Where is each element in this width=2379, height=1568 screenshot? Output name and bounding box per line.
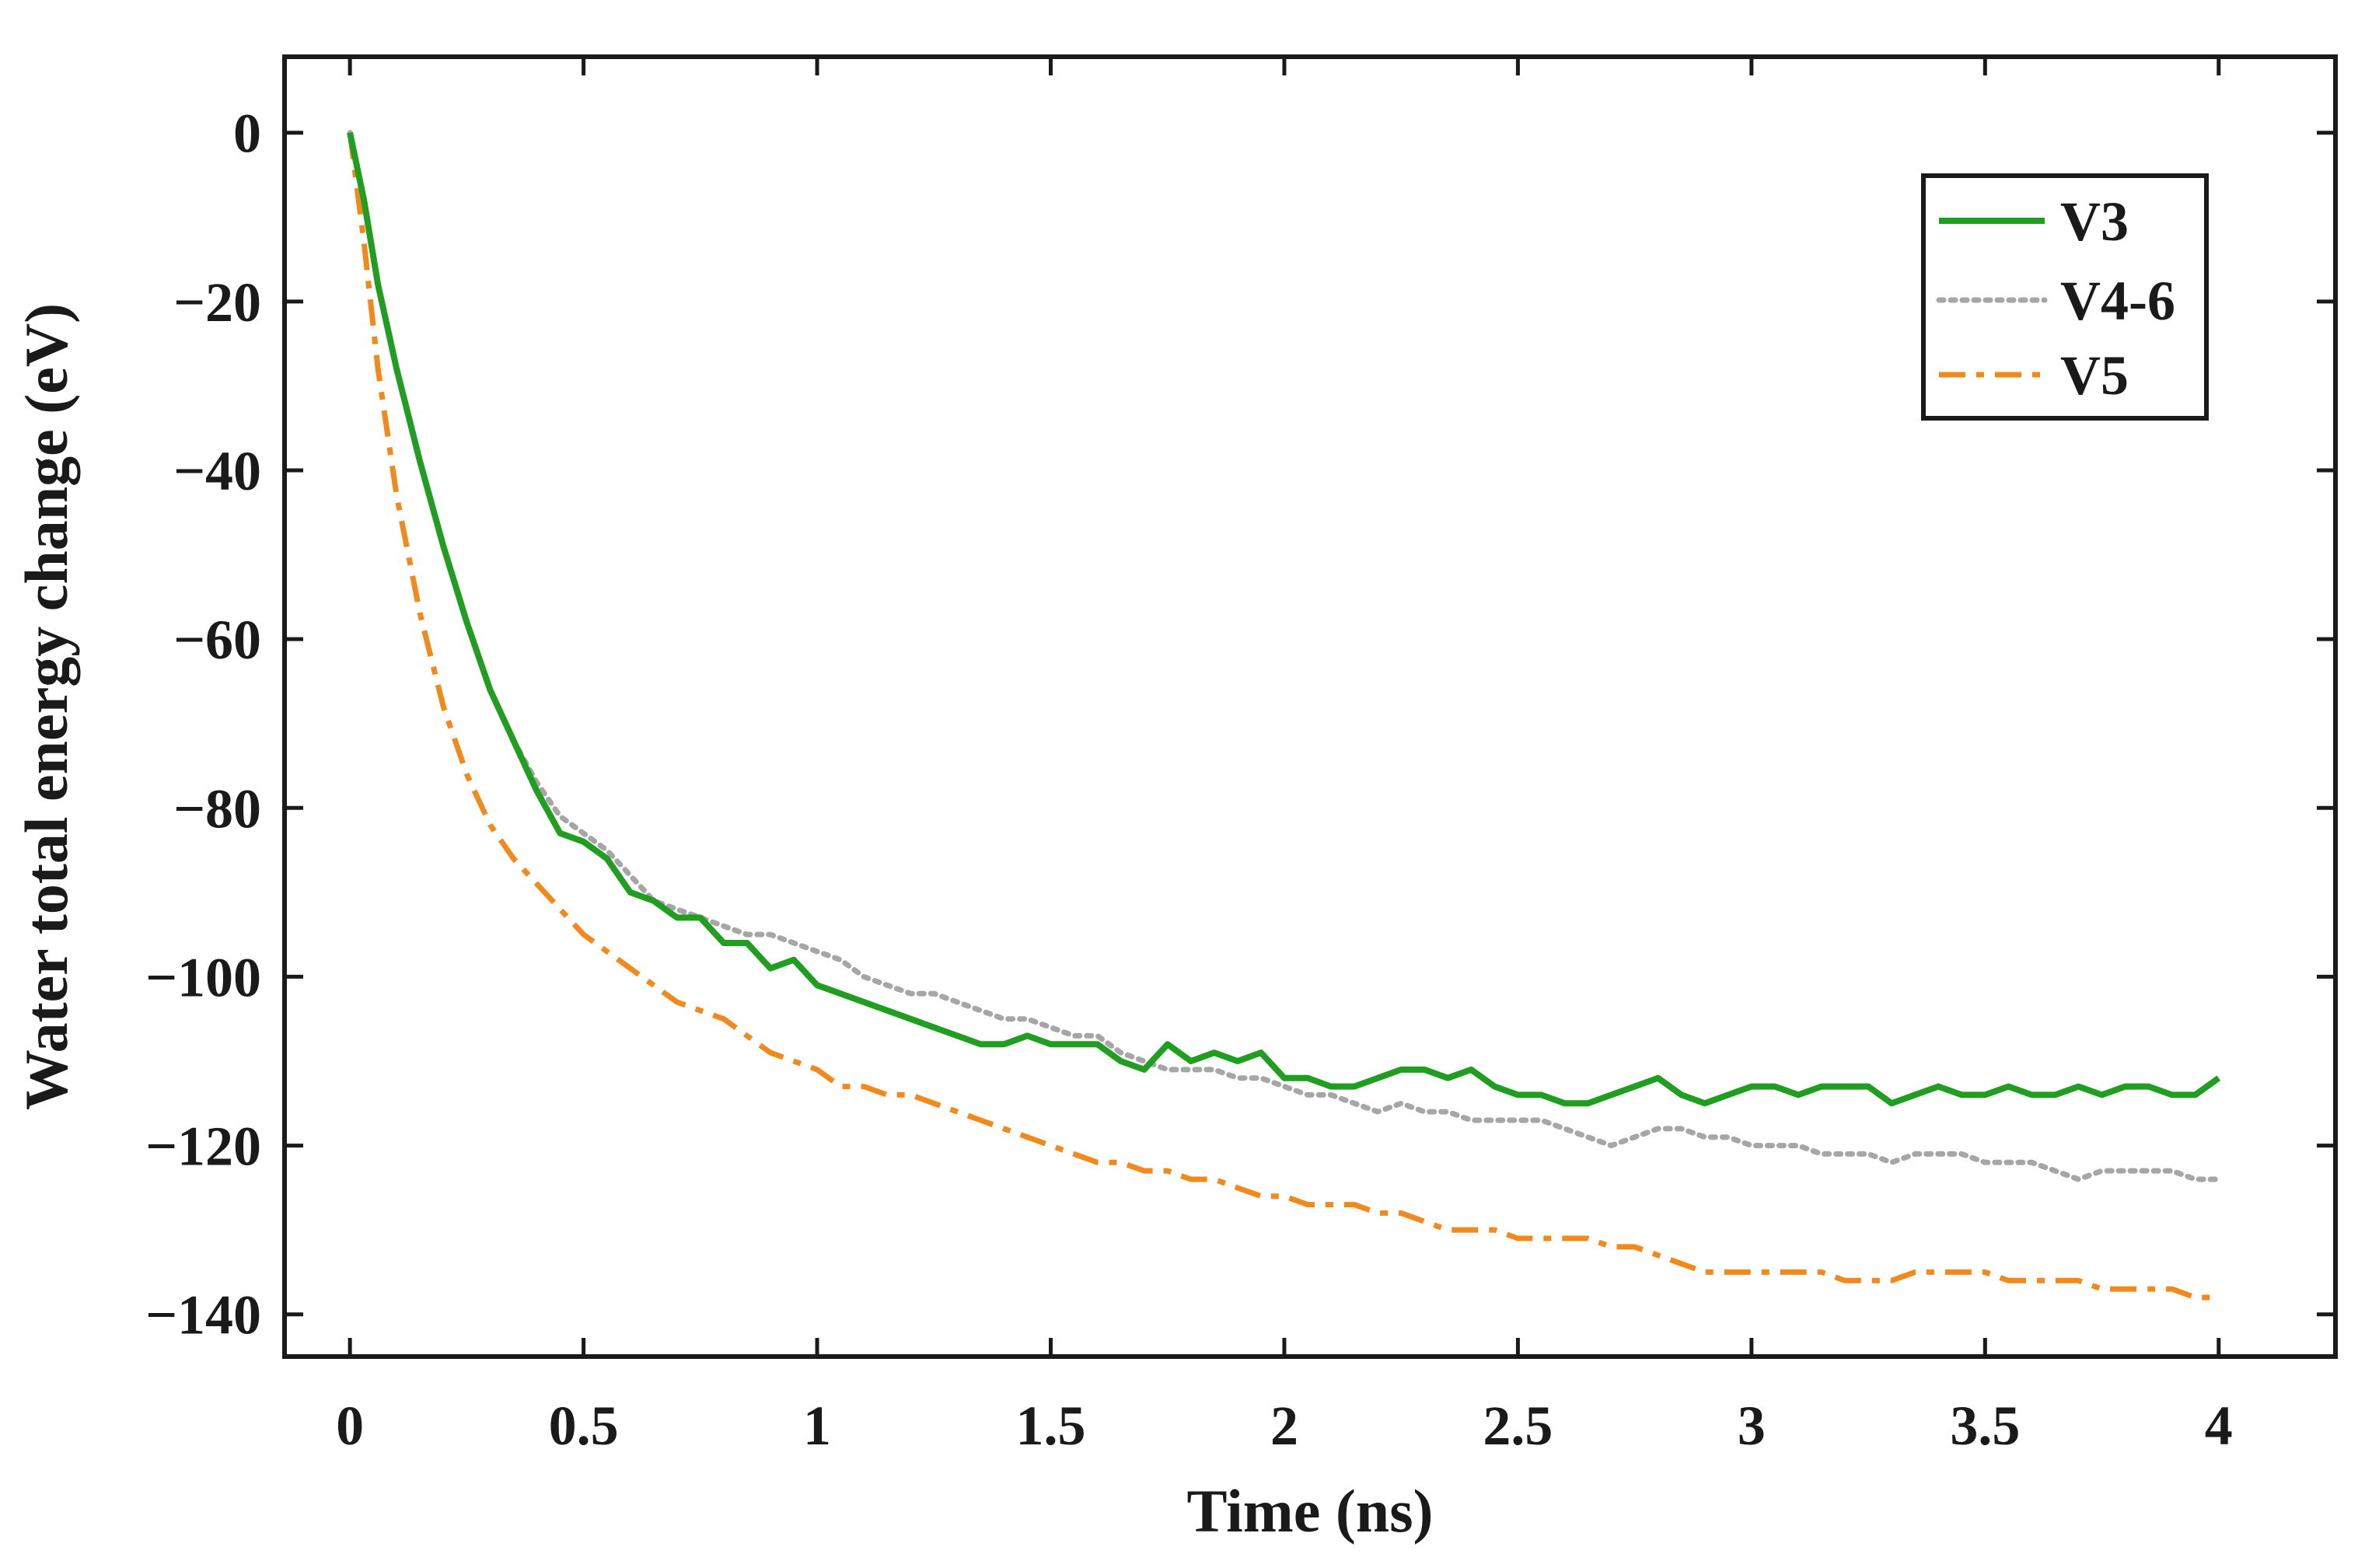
y-tick-label: −120	[145, 1116, 261, 1178]
y-tick-label: 0	[233, 103, 261, 165]
series-line-v4-6	[347, 130, 2222, 1182]
legend: V3 V4-6 V5	[1921, 173, 2209, 421]
x-tick-label: 2.5	[1483, 1395, 1553, 1457]
series-lines	[347, 130, 2222, 1301]
legend-box	[1921, 173, 2209, 421]
legend-entries: V3 V4-6 V5	[1936, 190, 2175, 407]
x-tick-label: 0.5	[549, 1395, 619, 1457]
y-tick-label: −40	[173, 440, 261, 502]
y-tick-labels: 0 −20 −40 −60 −80 −100 −120 −140	[145, 103, 261, 1346]
y-tick-label: −140	[145, 1284, 261, 1346]
legend-label-v3: V3	[2060, 190, 2129, 253]
tick-marks	[285, 57, 2335, 1357]
x-tick-label: 2	[1270, 1395, 1298, 1457]
x-tick-label: 1	[803, 1395, 831, 1457]
legend-label-v4-6: V4-6	[2060, 270, 2175, 332]
x-tick-labels: 0 0.5 1 1.5 2 2.5 3 3.5 4	[336, 1395, 2233, 1457]
y-tick-label: −100	[145, 946, 261, 1008]
x-tick-label: 3	[1738, 1395, 1766, 1457]
y-tick-label: −60	[173, 609, 261, 671]
x-tick-label: 1.5	[1015, 1395, 1085, 1457]
series-line-v3	[347, 131, 2221, 1107]
x-tick-label: 0	[336, 1395, 364, 1457]
y-axis-title: Water total energy change (eV)	[12, 303, 80, 1110]
x-axis-title: Time (ns)	[1186, 1477, 1433, 1545]
legend-label-v5: V5	[2060, 344, 2129, 407]
x-tick-label: 4	[2205, 1395, 2233, 1457]
x-tick-label: 3.5	[1950, 1395, 2020, 1457]
y-tick-label: −20	[173, 271, 261, 334]
series-line-v5	[347, 132, 2219, 1301]
plot-area-frame	[282, 54, 2338, 1359]
y-tick-label: −80	[173, 777, 261, 840]
